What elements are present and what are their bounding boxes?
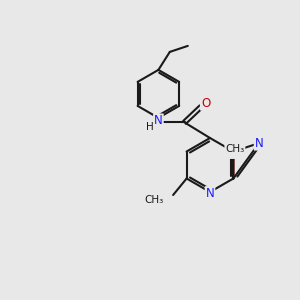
Text: N: N <box>154 114 163 128</box>
Text: N: N <box>206 187 214 200</box>
Text: H: H <box>146 122 153 132</box>
Text: N: N <box>255 137 263 150</box>
Text: CH₃: CH₃ <box>225 144 244 154</box>
Text: O: O <box>201 97 210 110</box>
Text: O: O <box>229 145 238 158</box>
Text: CH₃: CH₃ <box>144 195 164 206</box>
